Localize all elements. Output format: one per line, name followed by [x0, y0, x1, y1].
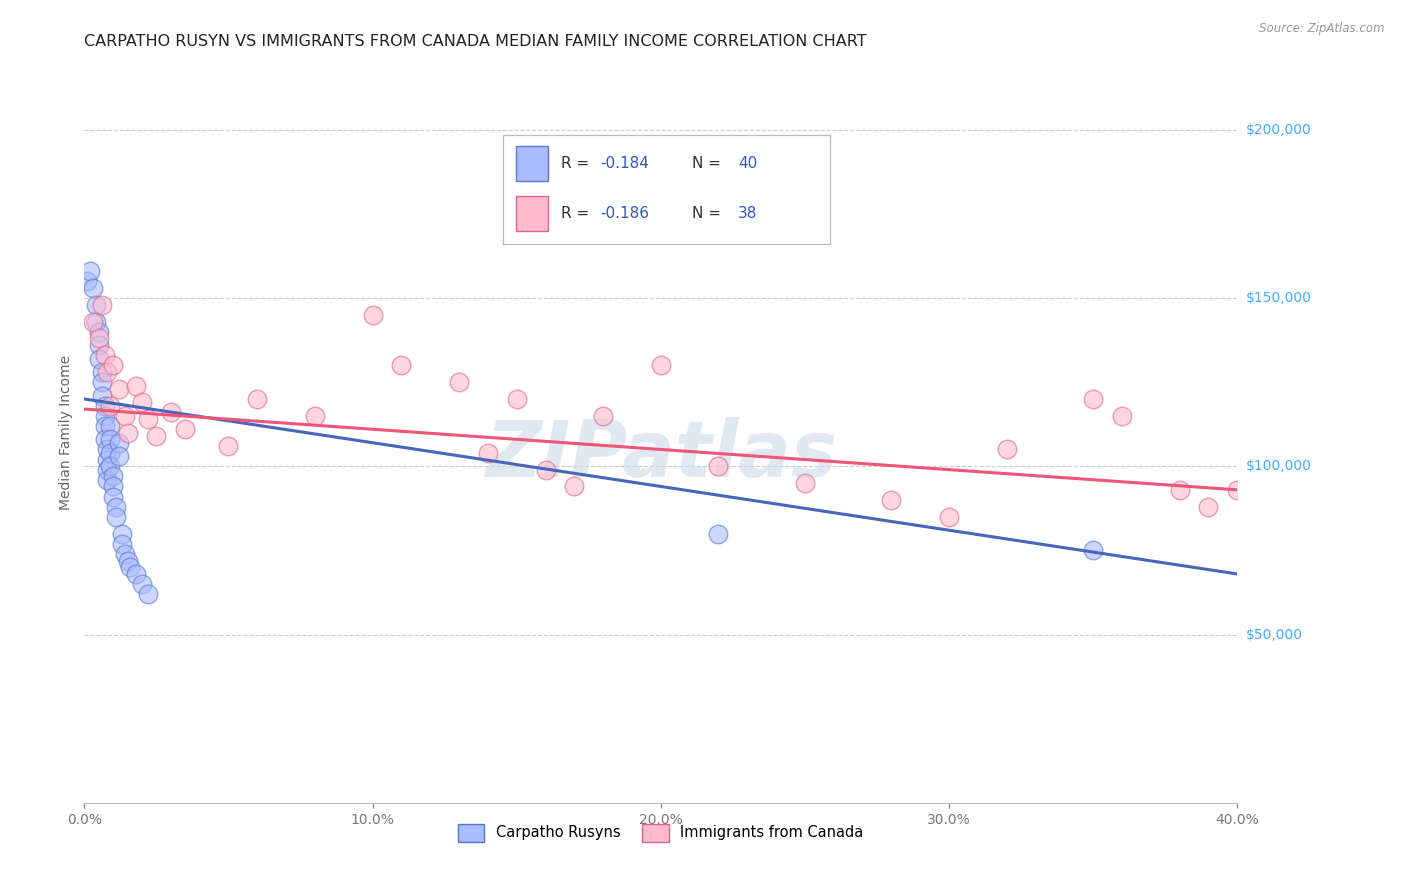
Point: [87, 351, 110, 366]
Point: [93, 399, 115, 413]
Point: [108, 382, 131, 396]
Point: [84, 314, 107, 328]
Point: [477, 446, 499, 460]
Point: [79, 264, 101, 278]
Point: [98, 418, 121, 433]
Point: [361, 308, 384, 322]
Point: [87, 331, 110, 345]
Point: [93, 348, 115, 362]
Point: [103, 359, 124, 373]
Point: [103, 469, 124, 483]
Point: [1111, 409, 1133, 423]
Text: CARPATHO RUSYN VS IMMIGRANTS FROM CANADA MEDIAN FAMILY INCOME CORRELATION CHART: CARPATHO RUSYN VS IMMIGRANTS FROM CANADA…: [84, 34, 868, 49]
Point: [111, 526, 134, 541]
Point: [82, 281, 104, 295]
Point: [98, 446, 121, 460]
Point: [707, 526, 730, 541]
Point: [995, 442, 1018, 457]
Point: [1198, 500, 1220, 514]
Point: [938, 509, 960, 524]
FancyBboxPatch shape: [516, 145, 548, 181]
Point: [125, 378, 148, 392]
Point: [1168, 483, 1191, 497]
Point: [96, 365, 118, 379]
Point: [90, 375, 112, 389]
Text: $100,000: $100,000: [1246, 459, 1312, 474]
Point: [96, 462, 118, 476]
Point: [84, 298, 107, 312]
Point: [105, 500, 128, 514]
Point: [707, 459, 730, 474]
Text: 38: 38: [738, 206, 758, 221]
Text: 40: 40: [738, 155, 758, 170]
Point: [534, 462, 557, 476]
Point: [108, 435, 131, 450]
Point: [246, 392, 269, 406]
Point: [93, 409, 115, 423]
Point: [114, 547, 136, 561]
Point: [103, 490, 124, 504]
Point: [125, 566, 148, 581]
Point: [111, 536, 134, 550]
Point: [93, 418, 115, 433]
Text: $200,000: $200,000: [1246, 123, 1312, 136]
Text: $150,000: $150,000: [1246, 291, 1312, 305]
Legend: Carpatho Rusyns, Immigrants from Canada: Carpatho Rusyns, Immigrants from Canada: [453, 818, 869, 847]
Point: [96, 442, 118, 457]
Point: [103, 479, 124, 493]
Y-axis label: Median Family Income: Median Family Income: [59, 355, 73, 510]
Point: [1083, 392, 1105, 406]
Point: [93, 433, 115, 447]
Text: N =: N =: [692, 155, 725, 170]
Point: [506, 392, 529, 406]
Point: [90, 298, 112, 312]
Point: [82, 314, 104, 328]
Point: [391, 359, 413, 373]
Point: [90, 388, 112, 402]
Point: [136, 587, 159, 601]
Point: [592, 409, 614, 423]
Point: [160, 405, 183, 419]
Text: $50,000: $50,000: [1246, 628, 1302, 641]
Point: [131, 395, 153, 409]
Text: Source: ZipAtlas.com: Source: ZipAtlas.com: [1260, 22, 1385, 36]
Point: [131, 577, 153, 591]
Point: [76, 274, 98, 288]
Text: R =: R =: [561, 206, 595, 221]
Point: [304, 409, 326, 423]
Point: [1083, 543, 1105, 558]
Text: -0.186: -0.186: [600, 206, 650, 221]
Point: [880, 492, 903, 507]
Point: [218, 439, 240, 453]
Point: [98, 399, 121, 413]
Point: [120, 560, 142, 574]
Point: [96, 452, 118, 467]
Text: -0.184: -0.184: [600, 155, 650, 170]
Point: [96, 473, 118, 487]
Point: [105, 509, 128, 524]
Point: [114, 409, 136, 423]
FancyBboxPatch shape: [516, 196, 548, 231]
Point: [564, 479, 586, 493]
Point: [136, 412, 159, 426]
Point: [87, 325, 110, 339]
Point: [117, 425, 139, 440]
Point: [108, 449, 131, 463]
Point: [145, 429, 167, 443]
Point: [650, 359, 672, 373]
Text: ZIPatlas: ZIPatlas: [485, 417, 837, 493]
Point: [174, 422, 197, 436]
Point: [1226, 483, 1249, 497]
Text: R =: R =: [561, 155, 595, 170]
Point: [449, 375, 471, 389]
Point: [98, 433, 121, 447]
Point: [117, 553, 139, 567]
Point: [794, 476, 817, 491]
Point: [98, 459, 121, 474]
Text: N =: N =: [692, 206, 725, 221]
Point: [90, 365, 112, 379]
Point: [87, 338, 110, 352]
